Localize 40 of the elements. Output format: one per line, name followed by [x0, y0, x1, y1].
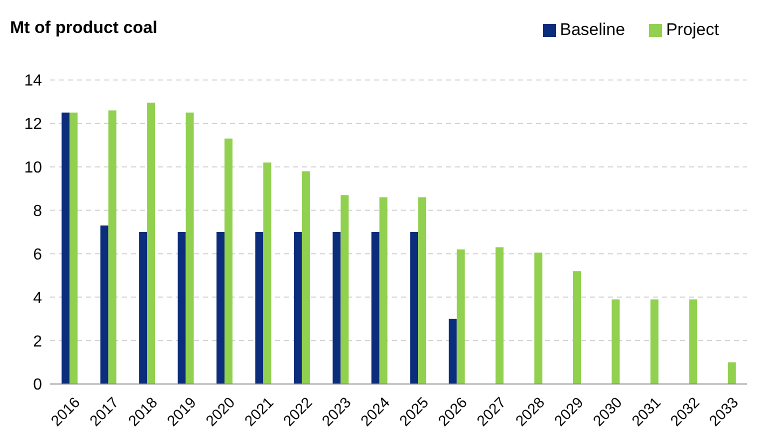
y-tick-label: 8: [33, 202, 42, 220]
y-tick-label: 10: [24, 160, 42, 177]
bar: [62, 112, 70, 384]
bar: [139, 232, 148, 384]
legend-label: Project: [666, 20, 719, 39]
bar: [410, 232, 418, 384]
bar: [263, 162, 272, 384]
y-tick-label: 6: [33, 246, 42, 264]
bar: [100, 225, 108, 384]
bar: [689, 299, 698, 384]
bar: [371, 232, 380, 384]
bar: [456, 249, 465, 384]
bar: [534, 252, 542, 384]
legend-label: Baseline: [560, 20, 626, 39]
y-tick-label: 0: [33, 376, 42, 394]
bar: [216, 232, 225, 384]
bar: [255, 232, 264, 384]
bar: [186, 112, 194, 384]
bar: [379, 197, 388, 384]
y-tick-label: 2: [33, 333, 42, 350]
bar: [496, 247, 504, 384]
bar: [70, 112, 78, 384]
bar: [340, 195, 349, 384]
y-axis-title: Mt of product coal: [10, 18, 158, 38]
bar: [224, 138, 233, 384]
bar: [612, 299, 620, 384]
bar: [448, 318, 457, 384]
bar: [728, 362, 736, 384]
y-tick-label: 14: [24, 72, 42, 90]
y-tick-label: 4: [33, 290, 42, 307]
y-tick-label: 12: [24, 116, 42, 134]
bar: [650, 299, 658, 384]
bar: [302, 171, 310, 384]
bar: [573, 271, 582, 384]
bar: [332, 232, 341, 384]
bar: [294, 232, 302, 384]
bar: [418, 197, 426, 384]
bar: [147, 102, 156, 384]
bar: [178, 232, 186, 384]
bar: [108, 110, 116, 384]
